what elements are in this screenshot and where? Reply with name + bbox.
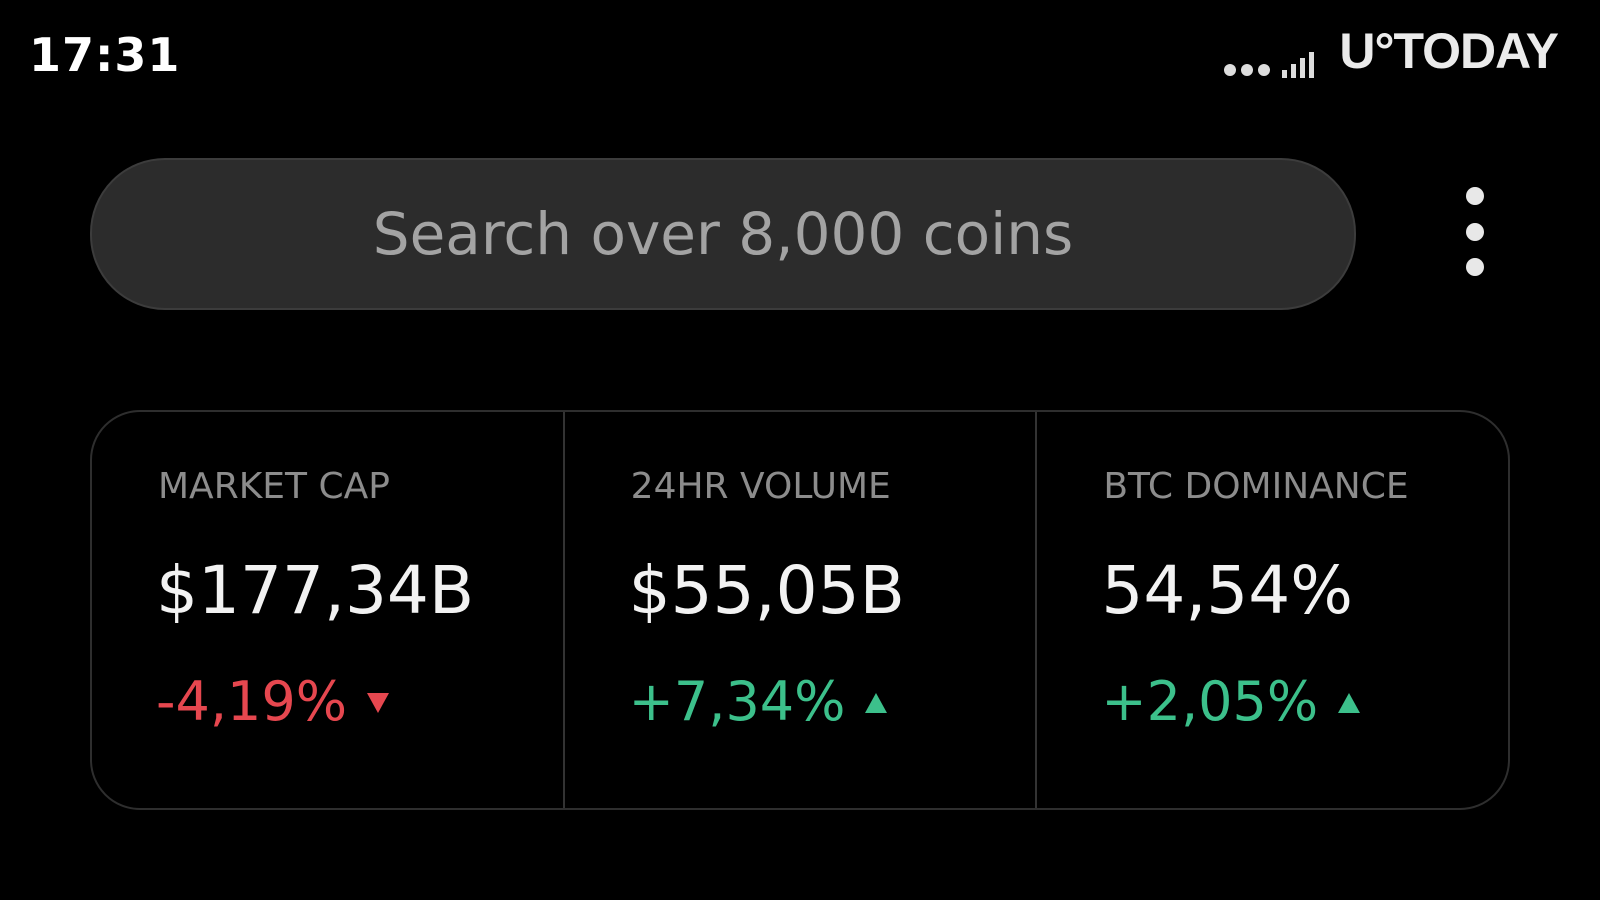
stat-value: $177,34B bbox=[156, 552, 475, 629]
stat-change-row: -4,19% bbox=[156, 670, 391, 733]
stat-change: +7,34% bbox=[628, 670, 846, 733]
stat-change-row: +7,34% bbox=[629, 670, 890, 733]
stat-label: 24HR VOLUME bbox=[630, 466, 891, 507]
status-time: 17:31 bbox=[29, 28, 181, 82]
stat-change-row: +2,05% bbox=[1101, 670, 1362, 733]
trend-arrow-shape bbox=[367, 692, 390, 713]
menu-dot[interactable] bbox=[1466, 187, 1484, 205]
stat-column: BTC DOMINANCE 54,54% +2,05% bbox=[1035, 412, 1508, 808]
trend-arrow-shape bbox=[1338, 692, 1361, 713]
trend-arrow bbox=[865, 692, 888, 713]
status-icons bbox=[1224, 52, 1314, 78]
trend-arrow bbox=[367, 692, 390, 713]
menu-dot[interactable] bbox=[1466, 223, 1484, 241]
stat-column: MARKET CAP $177,34B -4,19% bbox=[92, 412, 563, 808]
stat-label: BTC DOMINANCE bbox=[1103, 466, 1409, 507]
trend-arrow bbox=[1338, 692, 1361, 713]
stat-value: 54,54% bbox=[1101, 552, 1354, 629]
stat-change: -4,19% bbox=[156, 670, 348, 733]
stat-value: $55,05B bbox=[628, 552, 905, 629]
trend-arrow-shape bbox=[865, 692, 888, 713]
stat-label: MARKET CAP bbox=[158, 466, 390, 507]
stat-change: +2,05% bbox=[1101, 670, 1319, 733]
watermark: U°TODAY bbox=[1339, 23, 1559, 79]
stats-card: MARKET CAP $177,34B -4,19% 24HR VOLUME $55,0… bbox=[90, 410, 1510, 810]
menu-dot[interactable] bbox=[1466, 258, 1484, 276]
search-bar[interactable]: Search over 8,000 coins bbox=[90, 158, 1356, 310]
stat-column: 24HR VOLUME $55,05B +7,34% bbox=[562, 412, 1036, 808]
